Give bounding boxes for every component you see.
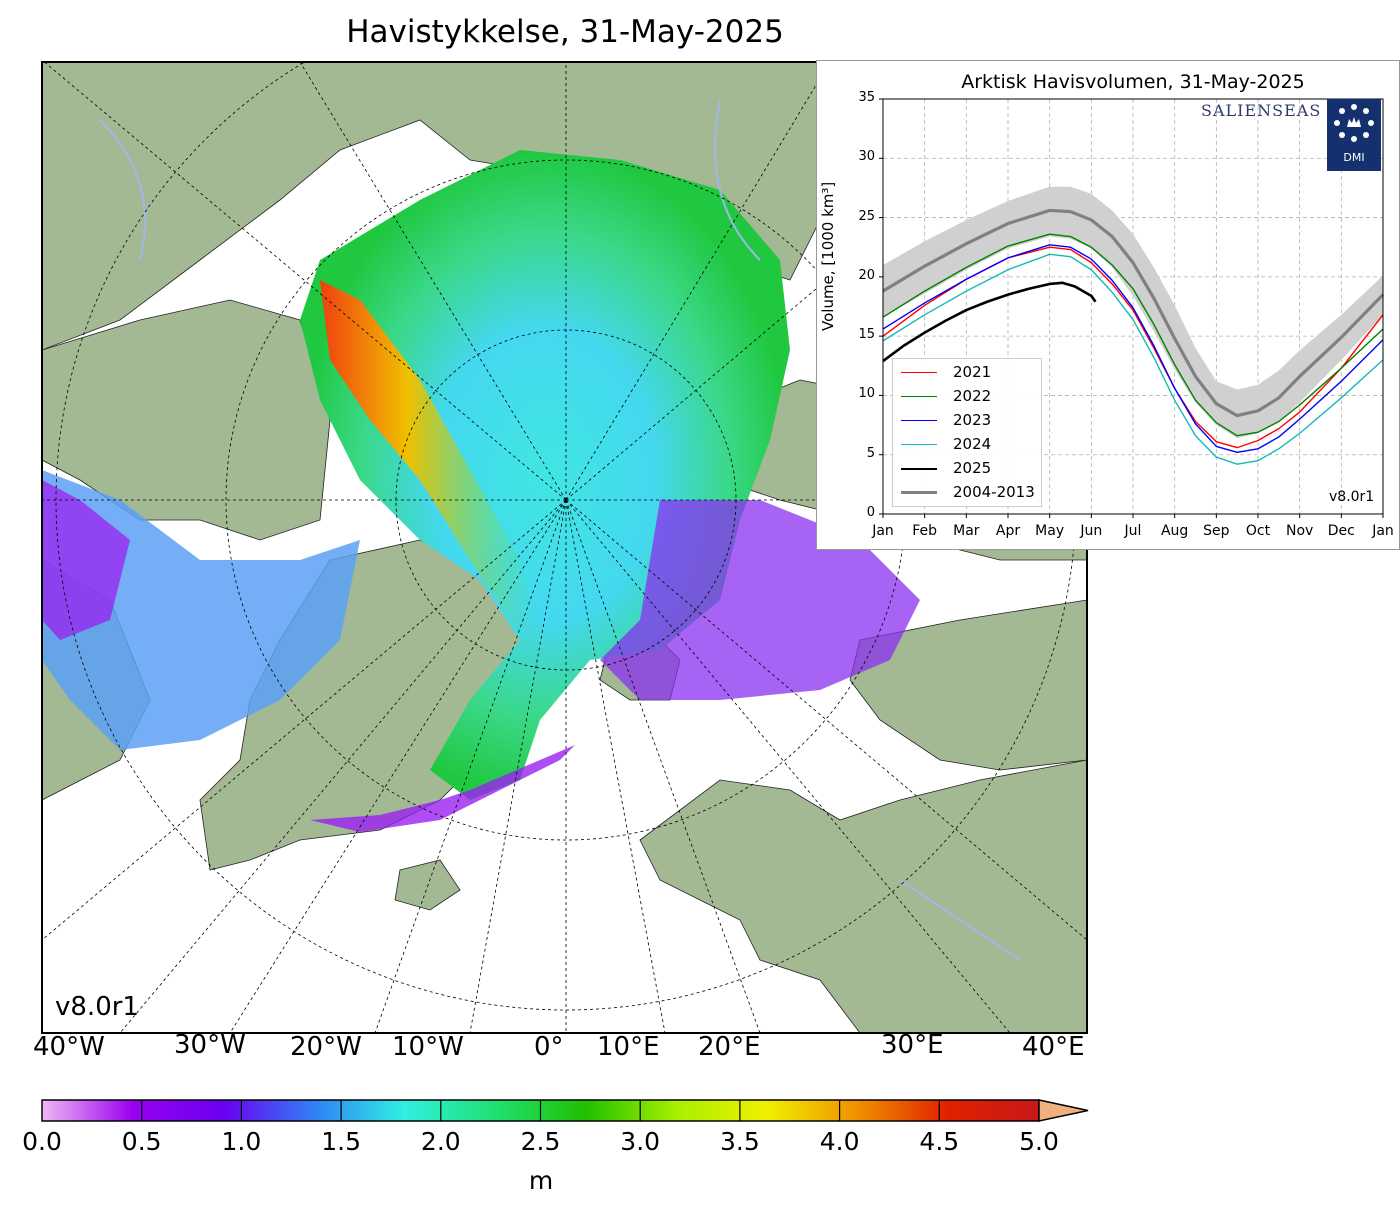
land-iceland <box>394 859 461 911</box>
colorbar-tick-label: 3.5 <box>720 1127 760 1156</box>
chart-version-label: v8.0r1 <box>1329 489 1375 505</box>
x-tick-label: Oct <box>1245 523 1271 539</box>
map-version-label: v8.0r1 <box>55 992 139 1022</box>
series-line-2022 <box>882 233 1384 437</box>
colorbar-ticks <box>141 1100 940 1121</box>
map-title: Havistykkelse, 31-May-2025 <box>346 14 784 50</box>
lon-label-20w: 20°W <box>290 1032 362 1062</box>
legend-label: 2024 <box>953 435 992 453</box>
band-2004-2013 <box>883 186 1383 439</box>
meridian-line <box>374 499 567 1033</box>
x-tick-label: Jan <box>1372 523 1394 539</box>
colorbar <box>41 1099 1089 1122</box>
x-tick-label: Mar <box>953 523 980 539</box>
volume-chart-panel: Arktisk Havisvolumen, 31-May-2025 Volume… <box>816 60 1400 550</box>
lon-label-10e: 10°E <box>597 1032 660 1062</box>
meridian-line <box>42 499 567 941</box>
colorbar-tick-label: 2.0 <box>420 1127 461 1156</box>
river-path <box>899 879 1021 961</box>
sea-ice-field <box>42 150 920 832</box>
legend-label: 2004-2013 <box>953 483 1035 501</box>
lon-label-40w: 40°W <box>33 1032 105 1062</box>
volume-chart-ylabel: Volume, [1000 km³] <box>819 181 837 331</box>
volume-chart-title: Arktisk Havisvolumen, 31-May-2025 <box>961 71 1305 93</box>
dmi-logo: DMI <box>1327 99 1381 171</box>
land-russia-west <box>849 599 1087 771</box>
series-line-2024 <box>882 253 1384 465</box>
dmi-logo-text: DMI <box>1343 151 1365 164</box>
ice-thin-edge-east <box>600 500 920 700</box>
legend-swatch <box>901 444 937 446</box>
y-tick-label: 25 <box>858 208 875 224</box>
legend-swatch <box>901 372 937 374</box>
river-path <box>714 99 761 261</box>
legend-label: 2023 <box>953 411 992 429</box>
crown-icon <box>1334 104 1374 142</box>
series-line-2004-2013 <box>882 208 1385 418</box>
ice-thin-edge-greenland <box>310 745 575 832</box>
x-tick-label: Nov <box>1285 523 1314 539</box>
y-tick-label: 0 <box>866 505 875 520</box>
series-line-2025 <box>882 281 1097 363</box>
salienseas-logo: SALIENSEAS <box>1201 101 1322 120</box>
lon-label-20e: 20°E <box>698 1032 761 1062</box>
land-scandinavia <box>639 759 1087 1033</box>
colorbar-tick-label: 5.0 <box>1019 1127 1059 1156</box>
x-tick-label: Jul <box>1124 523 1142 539</box>
colorbar-unit: m <box>528 1166 554 1195</box>
x-tick-label: Apr <box>995 523 1021 539</box>
y-tick-label: 15 <box>858 327 875 343</box>
legend-swatch <box>901 420 937 422</box>
colorbar-tick-label: 4.0 <box>819 1127 860 1156</box>
legend-swatch <box>901 491 937 495</box>
x-tick-label: Jan <box>872 523 894 539</box>
legend-swatch <box>901 396 937 398</box>
river-path <box>99 119 146 261</box>
x-tick-label: May <box>1035 523 1065 539</box>
ice-thick-ridge <box>320 280 540 640</box>
meridian-line <box>469 499 567 1033</box>
legend-label: 2025 <box>953 459 992 477</box>
x-tick-label: Dec <box>1327 523 1355 539</box>
y-tick-label: 20 <box>858 267 875 283</box>
x-tick-label: Jun <box>1080 523 1103 539</box>
meridian-line <box>43 62 567 501</box>
legend-label: 2021 <box>953 363 992 381</box>
lon-label-40e: 40°E <box>1022 1032 1085 1062</box>
lon-label-30w: 30°W <box>174 1030 246 1060</box>
x-tick-label: Sep <box>1203 523 1230 539</box>
meridian-line <box>565 499 761 1033</box>
meridian-line <box>565 499 1011 1033</box>
x-tick-label: Aug <box>1160 523 1189 539</box>
colorbar-tick-label: 3.0 <box>620 1127 661 1156</box>
chart-legend: 2021 2022 2023 2024 2025 2004-2013 <box>892 358 1042 507</box>
lon-label-30e: 30°E <box>881 1030 944 1060</box>
colorbar-tick-label: 2.5 <box>520 1127 561 1156</box>
colorbar-tick-label: 4.5 <box>919 1127 960 1156</box>
colorbar-tick-label: 1.0 <box>221 1127 262 1156</box>
x-tick-label: Feb <box>912 523 938 539</box>
legend-swatch <box>901 467 937 470</box>
lon-label-10w: 10°W <box>392 1032 464 1062</box>
ice-thin-hudson <box>42 480 130 640</box>
land-canada <box>42 299 331 541</box>
y-tick-label: 30 <box>858 149 875 165</box>
volume-chart <box>879 98 1385 518</box>
meridian-line <box>565 62 831 501</box>
lon-label-0: 0° <box>534 1032 564 1062</box>
y-tick-label: 35 <box>858 90 875 105</box>
legend-label: 2022 <box>953 387 992 405</box>
meridian-line <box>119 499 567 1033</box>
y-tick-label: 10 <box>858 386 875 402</box>
colorbar-tick-label: 1.5 <box>321 1127 361 1156</box>
colorbar-tick-label: 0.0 <box>22 1127 62 1156</box>
colorbar-tick-label: 0.5 <box>121 1127 162 1156</box>
meridian-line <box>299 62 567 501</box>
y-tick-label: 5 <box>866 445 875 461</box>
meridian-line <box>565 499 666 1033</box>
series-line-2023 <box>882 244 1384 454</box>
colorbar-extend-arrow <box>1038 1099 1089 1122</box>
